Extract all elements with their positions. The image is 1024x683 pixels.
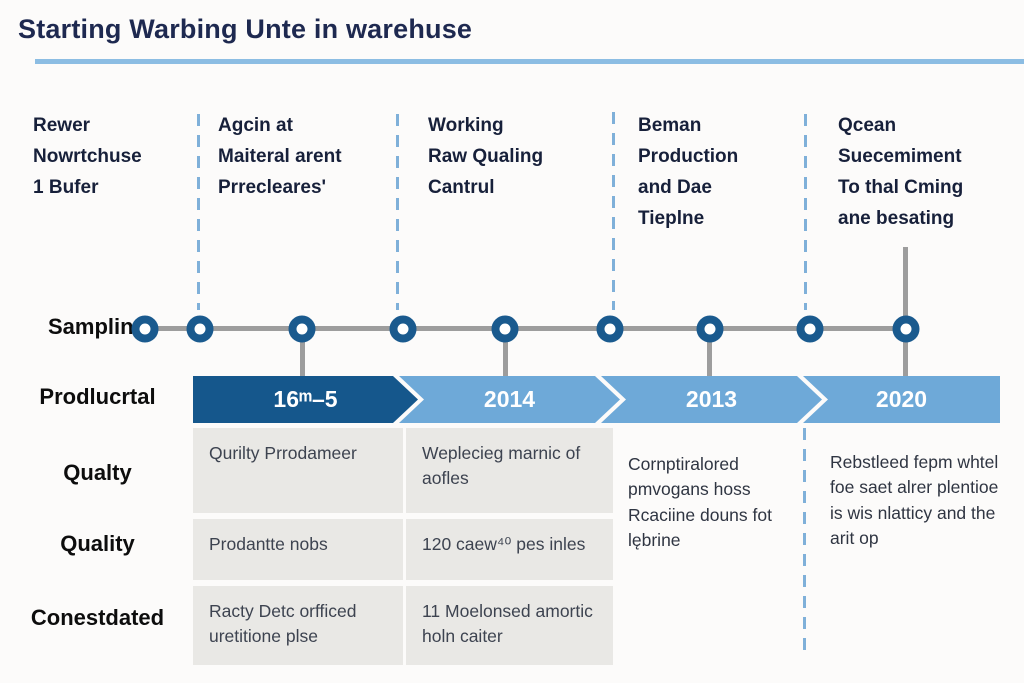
timeline-dot <box>491 315 519 343</box>
timeline-dot <box>186 315 214 343</box>
table-cell: Prodantte nobs <box>193 519 403 580</box>
title-underline <box>35 59 1024 64</box>
table-cell: Racty Detc orfficed uretitione plse <box>193 586 403 665</box>
connector-up-5 <box>903 247 908 327</box>
column-heading-5: Qcean Suecemiment To thal Cming ane besa… <box>838 115 964 229</box>
connector-down-3 <box>707 331 712 377</box>
row-label-3: Conestdated <box>30 605 165 630</box>
table-cell: Qurilty Prrodameer <box>193 428 403 513</box>
phase-chevron-4: 2020 <box>803 376 1000 423</box>
note-block-1: Cornptiralored pmvogans hoss Rcaciine do… <box>628 454 772 551</box>
phase-chevron-2: 2014 <box>399 376 620 423</box>
column-heading-4: Beman Production and Dae Tieplne <box>638 115 739 229</box>
table-cell: 11 Moelonsed amortic holn caiter <box>406 586 613 665</box>
page-title: Starting Warbing Unte in warehuse <box>18 14 473 44</box>
phases-label: Prodlucrtal <box>39 384 156 409</box>
connector-down-2 <box>503 331 508 377</box>
column-heading-2: Agcin at Maiteral arent Prrecleares' <box>218 115 342 198</box>
timeline-label: Sampling <box>47 314 147 339</box>
note-block-2: Rebstleed fepm whtel foe saet alrer plen… <box>830 452 999 549</box>
column-heading-3: Working Raw Qualing Cantrul <box>428 115 544 198</box>
timeline-dot <box>389 315 417 343</box>
table-divider <box>803 428 806 650</box>
timeline-dot <box>696 315 724 343</box>
timeline-dot <box>288 315 316 343</box>
timeline-dot <box>131 315 159 343</box>
table-cell: 120 caew⁴⁰ pes inles <box>406 519 613 580</box>
phase-chevron-3: 2013 <box>601 376 822 423</box>
column-heading-1: Rewer Nowrtchuse 1 Bufer <box>33 115 142 198</box>
header-divider-4 <box>804 114 807 310</box>
header-divider-1 <box>197 114 200 310</box>
timeline-dot <box>796 315 824 343</box>
phase-chevron-1: 16ᵐ–5 <box>193 376 418 423</box>
connector-down-1 <box>300 331 305 377</box>
timeline-dot <box>596 315 624 343</box>
row-label-2: Quality <box>60 531 135 556</box>
row-label-1: Qualty <box>63 460 132 485</box>
table-cell: Weplecieg marnic of aofles <box>406 428 613 513</box>
timeline-line <box>145 326 906 331</box>
timeline-dot <box>892 315 920 343</box>
connector-down-4 <box>903 331 908 377</box>
header-divider-3 <box>612 112 615 310</box>
header-divider-2 <box>396 114 399 310</box>
